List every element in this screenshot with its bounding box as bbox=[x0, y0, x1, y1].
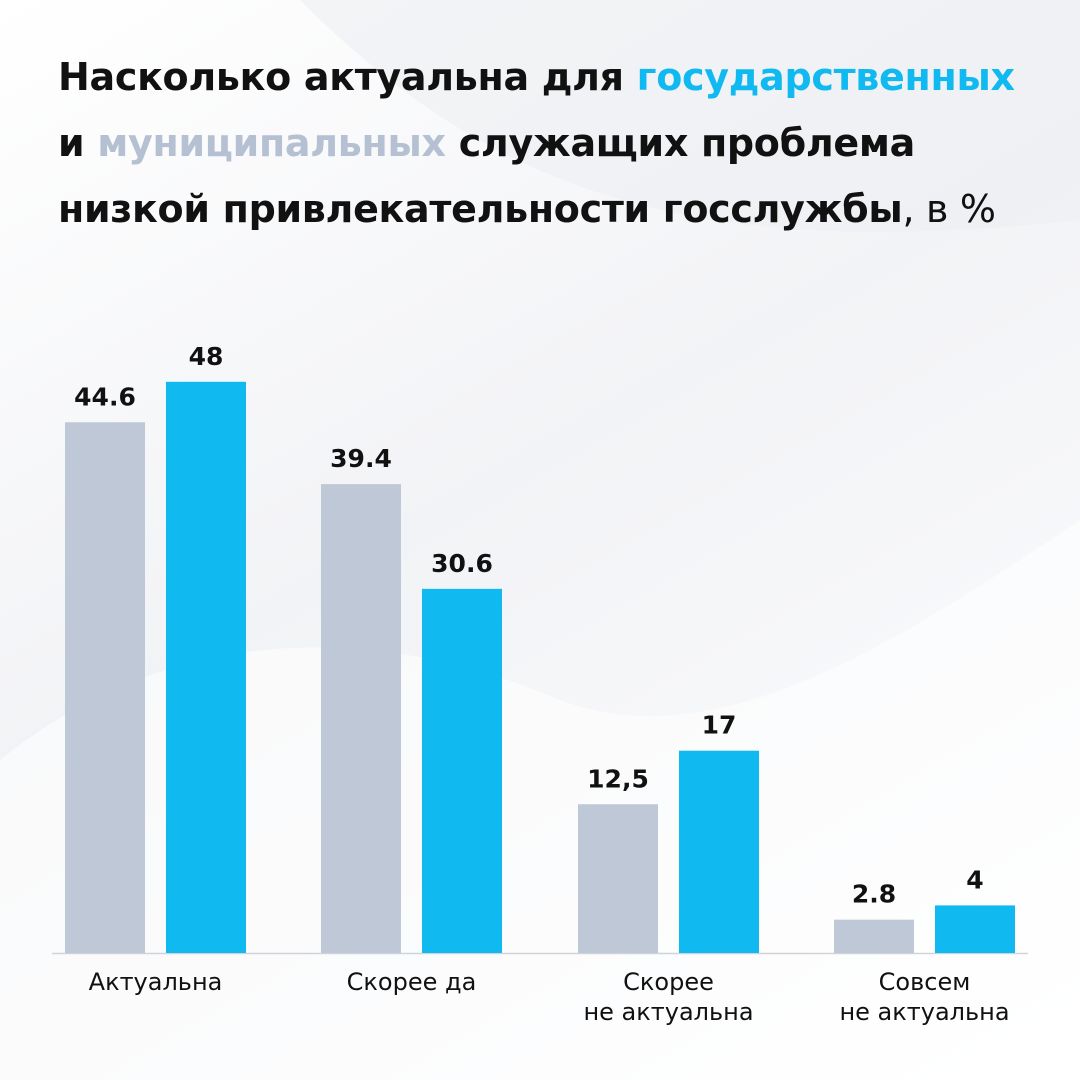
value-label-series2-4: 4 bbox=[966, 865, 983, 894]
category-label-4-line2: не актуальна bbox=[839, 998, 1009, 1026]
bar-series1-3 bbox=[578, 804, 658, 953]
bar-series1-2 bbox=[321, 484, 401, 953]
category-label-2: Скорее да bbox=[347, 968, 477, 996]
title-text-part3: служащих проблема bbox=[445, 121, 916, 165]
bar-series1-1 bbox=[65, 422, 145, 953]
bar-series2-2 bbox=[422, 588, 502, 953]
bar-series2-1 bbox=[166, 381, 246, 953]
value-label-series1-3: 12,5 bbox=[587, 764, 649, 793]
bar-series1-4 bbox=[834, 919, 914, 953]
value-label-series1-2: 39.4 bbox=[330, 444, 392, 473]
value-label-series2-2: 30.6 bbox=[431, 549, 493, 578]
value-label-series1-4: 2.8 bbox=[852, 880, 896, 909]
category-label-3-line2: не актуальна bbox=[583, 998, 753, 1026]
value-label-series2-3: 17 bbox=[702, 711, 737, 740]
title-line-1: Насколько актуальна для государственных bbox=[58, 44, 1048, 110]
bar-series2-3 bbox=[679, 750, 759, 953]
title-text-part4: низкой привлекательности госслужбы bbox=[58, 187, 903, 231]
chart-title: Насколько актуальна для государственных … bbox=[58, 44, 1048, 242]
title-line-2: и муниципальных служащих проблема bbox=[58, 110, 1048, 176]
title-text-part2: и bbox=[58, 121, 98, 165]
category-label-1: Актуальна bbox=[89, 968, 223, 996]
title-highlight-municipal: муниципальных bbox=[97, 121, 446, 165]
title-suffix: , в % bbox=[902, 187, 996, 231]
category-label-4-line1: Совсем bbox=[879, 968, 971, 996]
value-label-series2-1: 48 bbox=[189, 342, 224, 371]
title-text-part1: Насколько актуальна для bbox=[58, 55, 637, 99]
bar-series2-4 bbox=[935, 905, 1015, 953]
value-label-series1-1: 44.6 bbox=[74, 382, 136, 411]
title-line-3: низкой привлекательности госслужбы, в % bbox=[58, 176, 1048, 242]
title-highlight-state: государственных bbox=[636, 55, 1015, 99]
category-label-3-line1: Скорее bbox=[623, 968, 714, 996]
